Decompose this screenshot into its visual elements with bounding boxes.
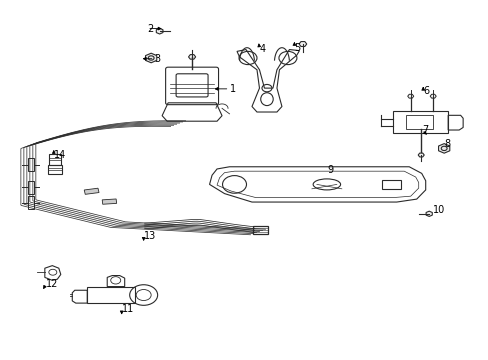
Bar (84, 188, 99, 194)
Polygon shape (407, 94, 413, 98)
Polygon shape (299, 41, 306, 46)
Text: 14: 14 (54, 150, 66, 160)
Text: 13: 13 (143, 231, 156, 241)
Bar (381, 180, 400, 189)
Polygon shape (417, 153, 424, 157)
Polygon shape (145, 53, 157, 63)
Polygon shape (156, 28, 163, 34)
Bar (28, 196, 34, 210)
Polygon shape (425, 211, 431, 216)
Text: 1: 1 (229, 84, 235, 94)
Text: 10: 10 (432, 205, 445, 215)
Text: 2: 2 (147, 24, 153, 33)
Text: 6: 6 (422, 86, 428, 96)
Bar (405, 114, 432, 129)
Text: 7: 7 (421, 125, 427, 135)
Text: 8: 8 (443, 139, 449, 149)
Text: 4: 4 (259, 44, 265, 54)
Polygon shape (438, 144, 449, 153)
Text: 12: 12 (46, 279, 59, 289)
Text: 9: 9 (326, 165, 333, 175)
Bar (102, 199, 117, 204)
Text: 11: 11 (122, 304, 134, 314)
Text: 5: 5 (294, 43, 300, 53)
Bar (49, 154, 61, 165)
Polygon shape (188, 55, 195, 59)
Bar (28, 158, 34, 171)
Bar (87, 287, 134, 303)
Bar (28, 181, 34, 194)
Bar (392, 111, 447, 133)
Bar (48, 165, 61, 174)
Text: 3: 3 (154, 54, 161, 64)
Polygon shape (429, 94, 435, 98)
Bar (253, 226, 268, 234)
